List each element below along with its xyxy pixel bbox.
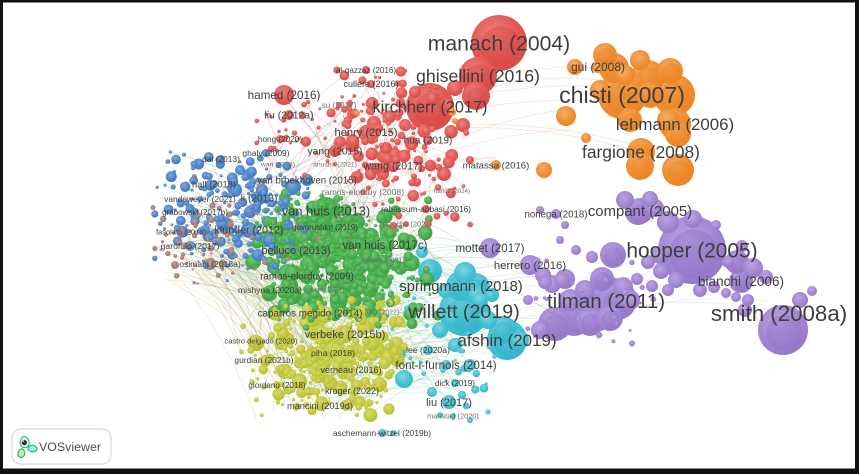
svg-text:arru (2022): arru (2022) [365,309,399,316]
svg-text:vandeweyer (2021): vandeweyer (2021) [164,194,236,204]
svg-text:lee (2020a): lee (2020a) [406,345,450,355]
svg-text:ghaly (2009): ghaly (2009) [242,148,289,158]
svg-text:ramos-elorduy (2009): ramos-elorduy (2009) [260,271,354,282]
svg-text:manach (2004): manach (2004) [428,32,571,55]
svg-text:al-qazzaz (2016): al-qazzaz (2016) [336,66,397,75]
svg-text:giordano (2018): giordano (2018) [248,381,305,390]
svg-text:noriega (2018): noriega (2018) [524,209,587,220]
svg-text:osimani (2018a): osimani (2018a) [179,259,241,269]
svg-text:ghisellini (2016): ghisellini (2016) [416,66,540,86]
svg-text:su (2017): su (2017) [321,100,356,110]
svg-text:wang (2017): wang (2017) [363,161,423,173]
svg-text:matassa (2016): matassa (2016) [463,160,530,171]
svg-text:hamed (2016): hamed (2016) [248,89,321,102]
svg-text:liu (2017): liu (2017) [426,397,472,409]
svg-text:bianchi (2006): bianchi (2006) [698,274,784,289]
svg-text:piha (2018): piha (2018) [311,348,355,358]
svg-text:herrero (2016): herrero (2016) [494,260,566,272]
svg-text:ramos-elorduy (2008): ramos-elorduy (2008) [322,187,404,197]
svg-text:belluco (2013): belluco (2013) [261,245,330,257]
svg-text:van huis (2013): van huis (2013) [282,204,370,219]
svg-text:klunder (2012): klunder (2012) [215,225,284,237]
svg-text:mishyna (2020a): mishyna (2020a) [238,285,302,295]
svg-text:gui (2008): gui (2008) [571,60,625,74]
svg-text:mancini (2019d): mancini (2019d) [287,401,353,411]
svg-text:tilman (2011): tilman (2011) [547,290,665,313]
svg-text:rabassum-abbasi (2016): rabassum-abbasi (2016) [381,204,471,214]
svg-text:hall (2018): hall (2018) [192,179,236,189]
svg-text:springmann (2018): springmann (2018) [399,279,522,295]
svg-text:compant (2005): compant (2005) [588,204,692,220]
svg-text:li (2013): li (2013) [241,194,278,205]
svg-text:ghosh (2021): ghosh (2021) [363,257,404,264]
svg-text:hooper (2005): hooper (2005) [626,239,757,262]
svg-text:liu (2012a): liu (2012a) [264,111,313,122]
svg-text:mottet (2017): mottet (2017) [456,242,525,255]
svg-text:smith (2008a): smith (2008a) [711,301,847,326]
svg-text:henry (2015): henry (2015) [335,127,398,139]
svg-text:bazoche (2021): bazoche (2021) [380,220,433,229]
svg-text:hong (2020): hong (2020) [258,135,302,144]
svg-text:van huis (2017c): van huis (2017c) [342,240,427,252]
svg-text:dick (2019): dick (2019) [435,379,475,388]
svg-text:willett (2019): willett (2019) [407,301,520,323]
svg-text:caparros megido (2014): caparros megido (2014) [258,309,363,320]
svg-text:aschemann-witzel (2019b): aschemann-witzel (2019b) [333,428,431,438]
svg-text:lehmann (2006): lehmann (2006) [616,115,734,134]
svg-text:manstad (2020): manstad (2020) [427,412,479,421]
svg-text:haricz (2024): haricz (2024) [434,188,470,195]
svg-text:fargione (2008): fargione (2008) [582,142,700,162]
svg-text:cullere (2016): cullere (2016) [343,79,398,89]
svg-text:kroger (2022): kroger (2022) [325,386,379,396]
svg-text:yang (2015): yang (2015) [308,147,363,158]
svg-text:castro delgado (2020): castro delgado (2020) [225,337,298,346]
svg-text:gurdian (2021b): gurdian (2021b) [234,355,293,365]
svg-text:hua (2019): hua (2019) [404,136,453,147]
svg-text:dai (2013): dai (2013) [202,154,240,164]
svg-text:garofalo (2017): garofalo (2017) [161,241,220,251]
svg-text:chisti (2007): chisti (2007) [559,82,685,108]
svg-text:kirchherr (2017): kirchherr (2017) [373,99,488,117]
svg-text:afshin (2019): afshin (2019) [457,331,556,350]
svg-text:verneau (2016): verneau (2016) [320,365,381,375]
svg-text:wan (2023): wan (2023) [260,161,295,168]
svg-text:verbeke (2015b): verbeke (2015b) [305,329,386,341]
svg-text:spusta (2024): spusta (2024) [304,286,344,293]
svg-text:fasolato (2018): fasolato (2018) [156,228,207,237]
svg-text:VOSviewer: VOSviewer [39,440,101,454]
svg-text:anusha (2021): anusha (2021) [313,161,357,168]
svg-text:grabowski (2017b): grabowski (2017b) [162,208,228,217]
svg-text:govorushko (2019): govorushko (2019) [292,223,358,232]
svg-text:van broekhoven (2015): van broekhoven (2015) [257,175,357,186]
svg-text:font-i-furnols (2014): font-i-furnols (2014) [395,359,496,372]
